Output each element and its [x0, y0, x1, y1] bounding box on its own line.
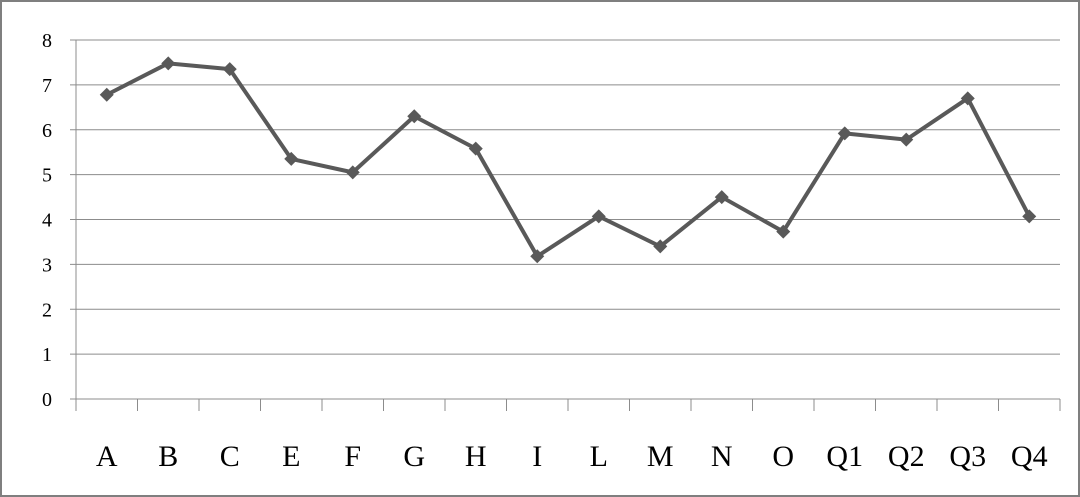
y-tick-label: 2 [42, 299, 52, 321]
x-tick-label: B [158, 440, 178, 473]
y-tick-label: 0 [42, 389, 52, 411]
y-tick-label: 8 [42, 30, 52, 52]
x-tick-label: A [96, 440, 118, 473]
x-tick-label: Q1 [826, 440, 863, 473]
data-point-L [591, 209, 606, 224]
x-tick-label: E [282, 440, 300, 473]
data-point-G [407, 109, 422, 124]
data-point-Q4 [1022, 209, 1037, 224]
axes [70, 39, 1061, 411]
data-point-Q3 [960, 91, 975, 106]
x-tick-label: M [647, 440, 674, 473]
data-point-I [530, 249, 545, 264]
x-tick-label: Q3 [949, 440, 986, 473]
x-axis-tick-labels: A B C E F G H I L M N O Q1 Q2 Q3 Q4 [96, 440, 1048, 473]
y-axis-tick-labels: 0 1 2 3 4 5 6 7 8 [42, 30, 52, 411]
series-line [104, 61, 1032, 259]
x-tick-label: L [590, 440, 608, 473]
x-tick-label: C [220, 440, 240, 473]
x-tick-label: O [772, 440, 794, 473]
x-tick-label: G [403, 440, 425, 473]
y-tick-label: 1 [42, 344, 52, 366]
y-tick-label: 4 [42, 210, 52, 232]
data-point-H [468, 141, 483, 156]
data-point-O [776, 224, 791, 239]
data-point-E [284, 151, 299, 166]
series-0 [99, 56, 1037, 264]
series-layer [99, 56, 1037, 264]
y-tick-label: 5 [42, 165, 52, 187]
y-tick-label: 6 [42, 120, 52, 142]
data-point-B [161, 56, 176, 71]
data-point-A [99, 87, 114, 102]
y-tick-label: 3 [42, 254, 52, 276]
x-tick-label: H [465, 440, 487, 473]
data-point-C [222, 62, 237, 77]
data-point-M [653, 239, 668, 254]
data-point-N [714, 190, 729, 205]
data-point-Q2 [899, 132, 914, 147]
data-point-Q1 [837, 126, 852, 141]
x-tick-label: I [532, 440, 542, 473]
y-tick-label: 7 [42, 75, 52, 97]
x-tick-label: Q4 [1011, 440, 1048, 473]
data-point-F [345, 165, 360, 180]
x-tick-label: F [344, 440, 361, 473]
x-tick-label: N [711, 440, 733, 473]
x-tick-label: Q2 [888, 440, 925, 473]
